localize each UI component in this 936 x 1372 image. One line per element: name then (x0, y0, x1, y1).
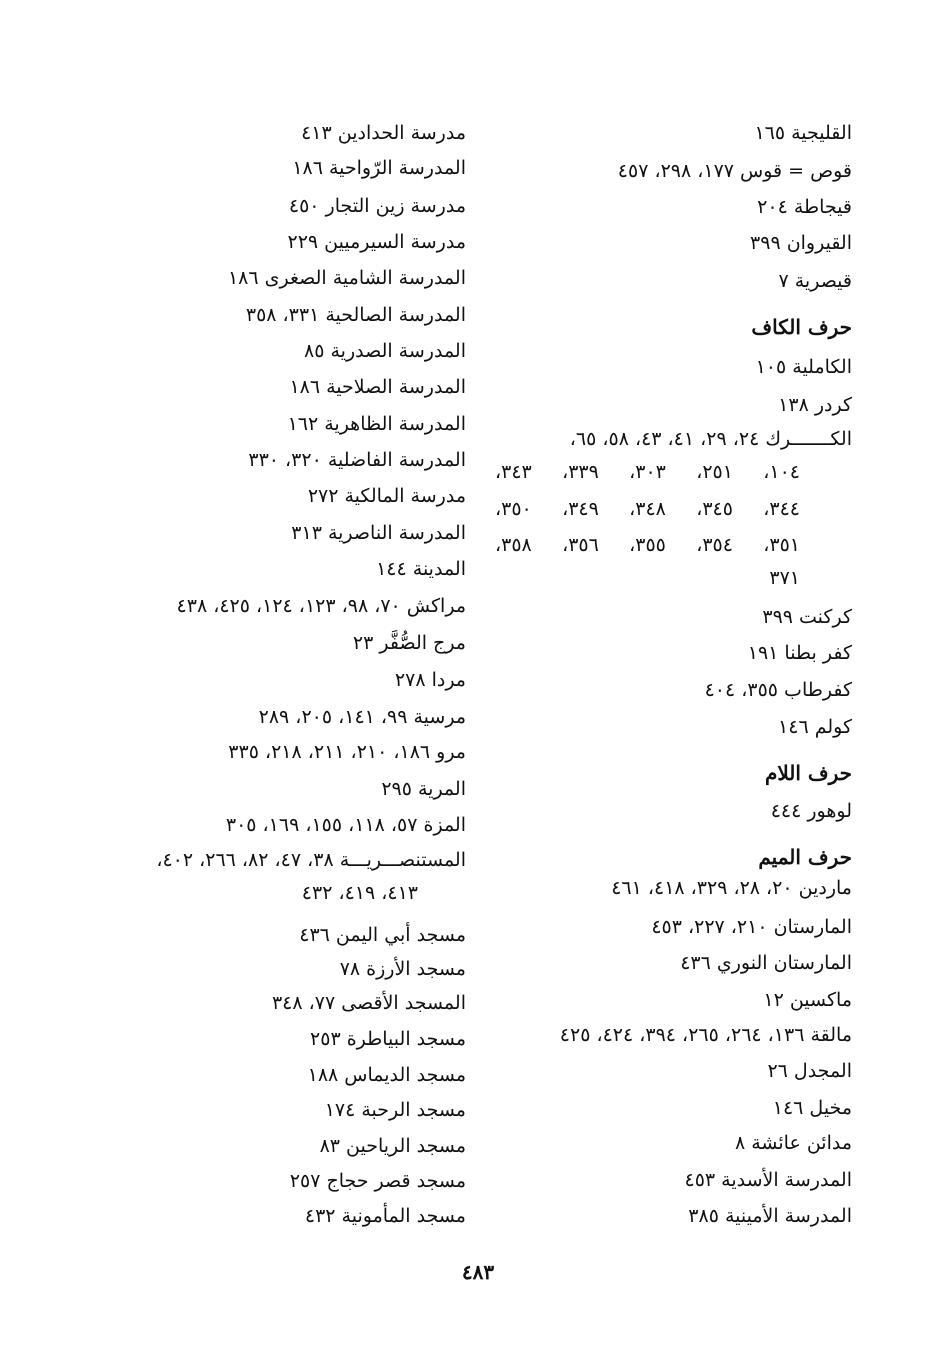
index-entry: مالقة ١٣٦، ٢٦٤، ٢٦٥، ٣٩٤، ٤٢٤، ٤٢٥ (559, 1024, 852, 1046)
index-entry: مسجد قصر حجاج ٢٥٧ (289, 1170, 466, 1192)
index-entry: المارستان ٢١٠، ٢٢٧، ٤٥٣ (651, 916, 852, 938)
index-entry: مدرسة زين التجار ٤٥٠ (288, 195, 466, 217)
index-entry: كردر ١٣٨ (778, 394, 852, 416)
index-entry: مدرسة المالكية ٢٧٢ (307, 485, 466, 507)
index-entry: مسجد الرحبة ١٧٤ (324, 1099, 466, 1121)
index-entry-continuation: ٤١٣، ٤١٩، ٤٣٢ (301, 882, 418, 904)
index-entry: المدرسة الصالحية ٣٣١، ٣٥٨ (245, 304, 466, 326)
index-entry: كولم ١٤٦ (778, 716, 852, 738)
index-entry: المدرسة الشامية الصغرى ١٨٦ (227, 267, 466, 289)
index-entry: مخيل ١٤٦ (772, 1097, 852, 1119)
index-entry: مدائن عائشة ٨ (734, 1132, 852, 1154)
index-entry: مدرسة السيرميين ٢٢٩ (287, 231, 466, 253)
index-entry: مسجد الديماس ١٨٨ (307, 1064, 466, 1086)
index-entry: المدرسة الأمينية ٣٨٥ (688, 1205, 852, 1227)
index-entry: كفرطاب ٣٥٥، ٤٠٤ (704, 679, 852, 701)
index-entry: مسجد الرياحين ٨٣ (319, 1135, 466, 1157)
index-entry: مسجد الأرزة ٧٨ (339, 958, 466, 980)
index-entry: مدرسة الحدادين ٤١٣ (301, 122, 466, 144)
index-entry: المدينة ١٤٤ (376, 558, 466, 580)
index-entry: الكاملية ١٠٥ (755, 356, 852, 378)
section-heading: حرف الميم (758, 845, 852, 869)
index-entry: المارستان النوري ٤٣٦ (680, 952, 852, 974)
index-entry: مراكش ٧٠، ٩٨، ١٢٣، ١٢٤، ٤٢٥، ٤٣٨ (176, 595, 466, 617)
index-entry: مرو ١٨٦، ٢١٠، ٢١١، ٢١٨، ٣٣٥ (228, 741, 466, 763)
section-heading: حرف اللام (764, 761, 852, 785)
index-entry: ماكسين ١٢ (763, 989, 852, 1011)
index-entry: قيجاطة ٢٠٤ (757, 196, 852, 218)
index-entry: المدرسة الرّواحية ١٨٦ (292, 157, 466, 179)
index-entry: كركنت ٣٩٩ (762, 606, 852, 628)
index-entry: كفر بطنا ١٩١ (747, 642, 852, 664)
index-entry: مسجد البياطرة ٢٥٣ (310, 1028, 466, 1050)
index-entry: المدرسة الصلاحية ١٨٦ (289, 376, 466, 398)
index-entry: المزة ٥٧، ١١٨، ١٥٥، ١٦٩، ٣٠٥ (225, 814, 466, 836)
index-entry: المرية ٢٩٥ (381, 778, 466, 800)
index-entry: القيروان ٣٩٩ (750, 232, 852, 254)
index-entry: المدرسة الفاضلية ٣٢٠، ٣٣٠ (248, 449, 466, 471)
index-entry: مرج الصُّفَّر ٢٣ (352, 632, 466, 654)
page-number: ٤٨٣ (461, 1260, 495, 1284)
index-entry: لوهور ٤٤٤ (770, 800, 852, 822)
index-entry: المدرسة الصدرية ٨٥ (304, 340, 466, 362)
index-entry-continuation: ١٠٤، ٢٥١، ٣٠٣، ٣٣٩، ٣٤٣، (495, 461, 801, 483)
index-entry: قوص = قوس ١٧٧، ٢٩٨، ٤٥٧ (617, 160, 852, 182)
index-entry-continuation: ٣٥١، ٣٥٤، ٣٥٥، ٣٥٦، ٣٥٨، (495, 534, 801, 556)
index-entry: مسجد أبي اليمن ٤٣٦ (299, 924, 466, 946)
index-entry: المسجد الأقصى ٧٧، ٣٤٨ (271, 992, 466, 1014)
index-entry: المدرسة الناصرية ٣١٣ (291, 522, 466, 544)
index-entry-continuation: ٣٧١ (769, 567, 800, 589)
index-entry: المجدل ٢٦ (767, 1060, 852, 1082)
index-entry: مردا ٢٧٨ (394, 669, 466, 691)
index-entry: مرسية ٩٩، ١٤١، ٢٠٥، ٢٨٩ (258, 706, 466, 728)
index-entry: المستنصـــريـــة ٣٨، ٤٧، ٨٢، ٢٦٦، ٤٠٢، (156, 849, 466, 871)
index-entry: قيصرية ٧ (778, 270, 852, 292)
index-entry: الكـــــــرك ٢٤، ٢٩، ٤١، ٤٣، ٥٨، ٦٥، (569, 428, 852, 450)
index-entry: القليجية ١٦٥ (754, 122, 852, 144)
index-entry-continuation: ٣٤٤، ٣٤٥، ٣٤٨، ٣٤٩، ٣٥٠، (495, 498, 801, 520)
index-entry: ماردين ٢٠، ٢٨، ٣٢٩، ٤١٨، ٤٦١ (611, 877, 852, 899)
index-entry: مسجد المأمونية ٤٣٢ (304, 1205, 466, 1227)
section-heading: حرف الكاف (751, 315, 852, 339)
index-entry: المدرسة الظاهرية ١٦٢ (287, 413, 466, 435)
index-entry: المدرسة الأسدية ٤٥٣ (684, 1169, 853, 1191)
